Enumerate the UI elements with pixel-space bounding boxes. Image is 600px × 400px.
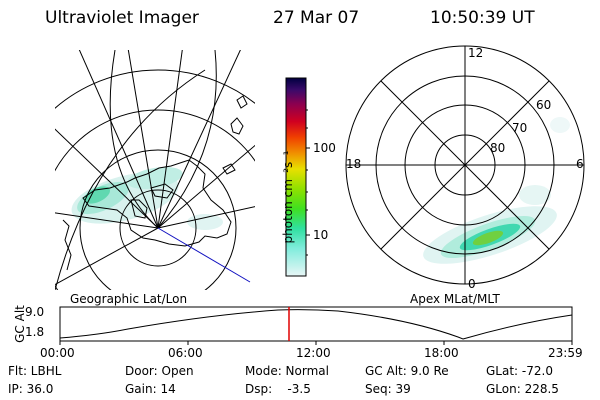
ip-info: IP: 36.0 bbox=[8, 382, 54, 396]
app-title: Ultraviolet Imager bbox=[45, 8, 199, 28]
apex-panel-label: Apex MLat/MLT bbox=[410, 292, 500, 306]
gc-alt-curve bbox=[59, 309, 573, 340]
geographic-map bbox=[55, 50, 255, 290]
mode-info: Mode: Normal bbox=[245, 364, 329, 378]
mlt-label-18: 18 bbox=[346, 157, 362, 171]
seq-info: Seq: 39 bbox=[365, 382, 411, 396]
coastline bbox=[62, 95, 248, 271]
x-tick-0600: 06:00 bbox=[168, 346, 203, 360]
geo-panel-label: Geographic Lat/Lon bbox=[70, 292, 188, 306]
aurora-patch-polar bbox=[423, 117, 570, 264]
gain-info: Gain: 14 bbox=[125, 382, 176, 396]
satellite-track bbox=[157, 227, 251, 283]
latitude-grid bbox=[55, 69, 255, 290]
lat-label-60: 60 bbox=[536, 98, 552, 112]
date-label: 27 Mar 07 bbox=[273, 8, 360, 28]
gc-alt-plot-frame bbox=[59, 306, 573, 342]
filter-info: Flt: LBHL bbox=[8, 364, 62, 378]
polar-diagonal-2 bbox=[380, 80, 550, 250]
colorbar-tick-100: 100 bbox=[313, 141, 336, 155]
x-tick-1200: 12:00 bbox=[296, 346, 331, 360]
dsp-info: Dsp: -3.5 bbox=[245, 382, 311, 396]
glon-info: GLon: 228.5 bbox=[486, 382, 559, 396]
glat-info: GLat: -72.0 bbox=[486, 364, 553, 378]
x-tick-1800: 18:00 bbox=[424, 346, 459, 360]
colorbar-tick-10: 10 bbox=[313, 228, 329, 242]
longitude-grid bbox=[55, 50, 255, 286]
mlt-label-6: 6 bbox=[576, 157, 584, 171]
colorbar bbox=[285, 77, 310, 277]
colorbar-unit-label: photon cm⁻²s⁻¹ bbox=[281, 150, 295, 244]
mlt-label-12: 12 bbox=[468, 46, 484, 60]
mlt-label-0: 0 bbox=[468, 277, 476, 291]
time-label: 10:50:39 UT bbox=[430, 8, 535, 28]
x-tick-2359: 23:59 bbox=[548, 346, 583, 360]
gc-alt-ytick-9: 9.0 bbox=[25, 305, 45, 319]
door-info: Door: Open bbox=[125, 364, 194, 378]
gc-alt-info: GC Alt: 9.0 Re bbox=[365, 364, 449, 378]
earth-limb bbox=[55, 69, 206, 290]
lat-label-70: 70 bbox=[512, 121, 528, 135]
lat-label-80: 80 bbox=[490, 141, 506, 155]
gc-alt-ytick-1-8: 1.8 bbox=[25, 325, 45, 339]
polar-plot bbox=[345, 45, 585, 285]
gc-alt-plot bbox=[59, 306, 573, 345]
x-tick-0000: 00:00 bbox=[40, 346, 75, 360]
